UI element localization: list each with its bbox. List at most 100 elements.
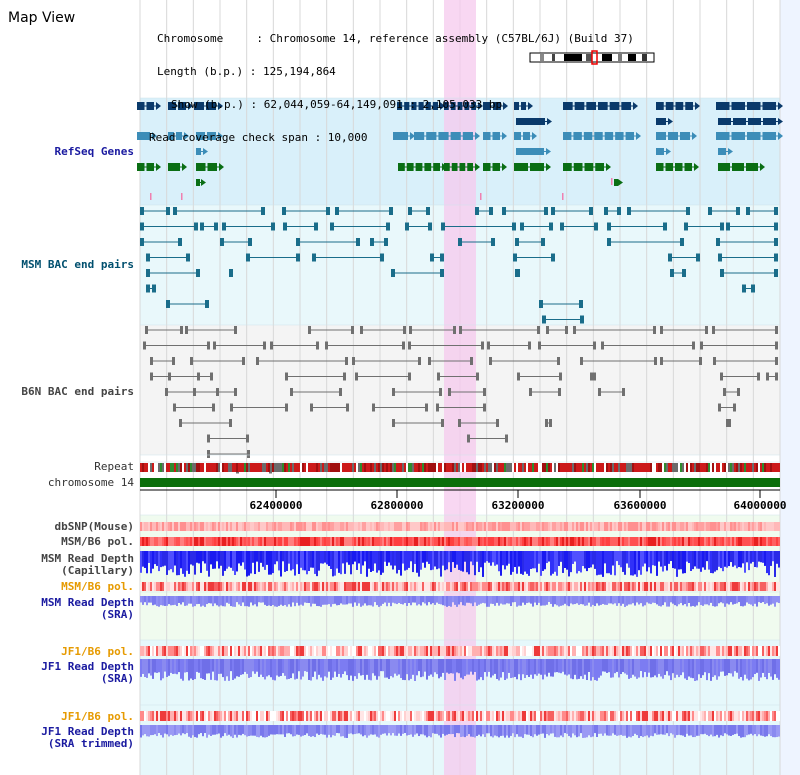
jf1-b6-pol-strip-2 <box>512 711 514 721</box>
jf1-b6-pol-strip-2 <box>600 711 602 721</box>
msm-b6-pol-strip-2 <box>520 582 522 591</box>
dbsnp-strip <box>510 522 512 531</box>
jf1-sra-depth-bar <box>454 659 456 681</box>
msm-capillary-depth-bar <box>754 551 756 568</box>
dbsnp-strip <box>688 522 690 531</box>
repeat-segment <box>412 463 414 472</box>
msm-sra-depth-bar <box>430 596 432 605</box>
msm-capillary-depth-bar <box>720 551 722 569</box>
jf1-b6-pol-strip-2 <box>482 711 484 721</box>
jf1-b6-pol-strip <box>532 646 534 656</box>
msm-b6-pol-strip-2 <box>148 582 150 591</box>
jf1-trimmed-depth-bar <box>654 725 656 734</box>
jf1-trimmed-depth-bar <box>240 725 242 736</box>
jf1-b6-pol-strip-2 <box>752 711 754 721</box>
jf1-b6-pol-label-1[interactable]: JF1/B6 pol. <box>61 645 134 658</box>
gene-arrow <box>156 163 161 171</box>
bac-end-right <box>261 207 265 215</box>
msm-b6-pol-strip-2 <box>154 582 156 591</box>
jf1-b6-pol-strip-2 <box>630 711 632 721</box>
jf1-b6-pol-strip-2 <box>742 711 744 721</box>
b6n-bac-label[interactable]: B6N BAC end pairs <box>21 385 134 398</box>
msm-b6-pol-strip <box>514 537 516 546</box>
jf1-trimmed-depth-bar <box>590 725 592 738</box>
msm-capillary-depth-bar <box>482 551 484 577</box>
repeat-segment <box>156 463 158 472</box>
jf1-b6-pol-strip <box>640 646 642 656</box>
msm-read-depth-capillary-label[interactable]: MSM Read Depth <box>41 552 134 565</box>
repeat-segment <box>660 463 662 472</box>
dbsnp-strip <box>448 522 450 531</box>
jf1-b6-pol-strip <box>260 646 262 656</box>
msm-capillary-depth-bar <box>650 551 652 574</box>
msm-capillary-depth-bar <box>294 551 296 576</box>
msm-b6-pol-strip-2 <box>526 582 528 591</box>
msm-capillary-depth-bar <box>418 551 420 577</box>
jf1-b6-pol-strip-2 <box>308 711 310 721</box>
dbsnp-strip <box>412 522 414 531</box>
repeat-segment <box>774 463 776 472</box>
jf1-trimmed-depth-bar <box>634 725 636 734</box>
msm-capillary-depth-bar <box>474 551 476 576</box>
msm-b6-pol-label-2[interactable]: MSM/B6 pol. <box>61 580 134 593</box>
repeat-segment <box>174 463 176 472</box>
gene-exon <box>530 163 544 171</box>
repeat-segment <box>334 463 336 472</box>
repeat-segment <box>176 463 178 472</box>
jf1-b6-pol-strip-2 <box>452 711 454 721</box>
jf1-sra-depth-bar <box>416 659 418 676</box>
jf1-b6-pol-strip-2 <box>450 711 452 721</box>
jf1-b6-pol-strip <box>474 646 476 656</box>
dbsnp-strip <box>300 522 302 531</box>
msm-sra-depth-bar <box>282 596 284 606</box>
msm-b6-pol-strip-2 <box>730 582 732 591</box>
jf1-b6-pol-strip-2 <box>146 711 148 721</box>
jf1-b6-pol-strip <box>498 646 500 656</box>
msm-b6-pol-strip <box>616 537 618 546</box>
msm-b6-pol-strip-2 <box>584 582 586 591</box>
repeat-segment <box>318 463 320 472</box>
jf1-trimmed-depth-bar <box>606 725 608 736</box>
msm-b6-pol-strip-2 <box>418 582 420 591</box>
jf1-trimmed-depth-bar <box>408 725 410 735</box>
jf1-read-depth-trimmed-label[interactable]: JF1 Read Depth <box>41 725 134 738</box>
msm-b6-pol-label-1[interactable]: MSM/B6 pol. <box>61 535 134 548</box>
msm-b6-pol-strip-2 <box>428 582 430 591</box>
jf1-read-depth-sra-label[interactable]: JF1 Read Depth <box>41 660 134 673</box>
jf1-trimmed-depth-bar <box>714 725 716 737</box>
jf1-b6-pol-strip-2 <box>756 711 758 721</box>
gene-arrow <box>478 102 483 110</box>
msm-bac-label[interactable]: MSM BAC end pairs <box>21 258 134 271</box>
dbsnp-strip <box>446 522 448 531</box>
jf1-sra-depth-bar <box>432 659 434 677</box>
jf1-trimmed-depth-bar <box>140 725 142 738</box>
jf1-sra-depth-bar <box>286 659 288 680</box>
jf1-trimmed-depth-bar <box>528 725 530 735</box>
jf1-b6-pol-strip-2 <box>142 711 144 721</box>
bac-end-left <box>246 253 250 262</box>
msm-read-depth-sra-label[interactable]: MSM Read Depth <box>41 596 134 609</box>
repeat-segment <box>736 463 738 472</box>
refseq-marker <box>150 193 152 200</box>
jf1-b6-pol-strip-2 <box>656 711 658 721</box>
jf1-b6-pol-label-2[interactable]: JF1/B6 pol. <box>61 710 134 723</box>
dbsnp-strip <box>776 522 778 531</box>
jf1-sra-depth-bar <box>366 659 368 675</box>
refseq-genes-label[interactable]: RefSeq Genes <box>54 145 134 158</box>
jf1-b6-pol-strip <box>750 646 752 656</box>
msm-b6-pol-strip <box>298 537 300 546</box>
repeat-segment <box>222 463 224 472</box>
jf1-b6-pol-strip <box>646 646 648 656</box>
jf1-b6-pol-strip-2 <box>172 711 174 721</box>
dbsnp-label[interactable]: dbSNP(Mouse) <box>54 520 134 533</box>
msm-sra-depth-bar <box>358 596 360 604</box>
jf1-b6-pol-strip-2 <box>384 711 386 721</box>
dbsnp-strip <box>308 522 310 531</box>
gene-arrow <box>188 102 193 110</box>
bac-end-left <box>520 222 524 231</box>
jf1-b6-pol-strip <box>464 646 466 656</box>
bac-end-left <box>716 238 720 246</box>
jf1-sra-depth-bar <box>264 659 266 680</box>
jf1-b6-pol-strip <box>760 646 762 656</box>
